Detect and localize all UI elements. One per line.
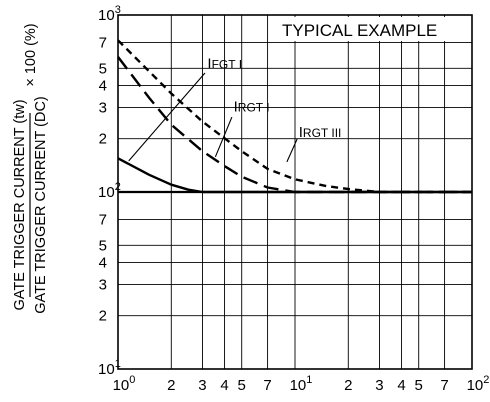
x-tick-label-11: 7 bbox=[440, 377, 448, 394]
x-tick-label-4: 5 bbox=[238, 377, 246, 394]
x-tick-label-2: 3 bbox=[198, 377, 206, 394]
y-tick-label-8: 3 bbox=[99, 100, 107, 117]
plot-frame bbox=[117, 14, 473, 370]
y-tick-label-7: 2 bbox=[99, 131, 107, 148]
series-label-2: IRGT III bbox=[299, 124, 342, 141]
series-leader-2 bbox=[286, 138, 298, 163]
x-tick-label-0: 100 bbox=[113, 374, 136, 394]
series-line-1 bbox=[117, 56, 472, 194]
x-tick-label-7: 2 bbox=[344, 377, 352, 394]
y-tick-label-2: 3 bbox=[99, 277, 107, 294]
x-tick-label-3: 4 bbox=[220, 377, 228, 394]
y-axis-label-multiplier: × 100 (%) bbox=[23, 23, 39, 86]
y-tick-label-9: 4 bbox=[99, 77, 107, 94]
y-tick-label-3: 4 bbox=[99, 254, 107, 271]
x-tick-label-6: 101 bbox=[290, 374, 313, 394]
y-tick-label-10: 5 bbox=[99, 60, 107, 77]
y-tick-label-1: 2 bbox=[99, 308, 107, 325]
series-leader-0 bbox=[128, 72, 206, 162]
y-tick-label-6: 102 bbox=[98, 181, 121, 201]
x-tick-label-8: 3 bbox=[375, 377, 383, 394]
y-axis-label-denominator: GATE TRIGGER CURRENT (DC) bbox=[33, 96, 49, 314]
y-tick-label-0: 101 bbox=[98, 358, 121, 378]
annotation-title: TYPICAL EXAMPLE bbox=[282, 21, 437, 40]
annotation-layer: TYPICAL EXAMPLE IFGT I IRGT I IRGT III bbox=[128, 17, 469, 163]
annotation-title-box bbox=[279, 17, 469, 41]
x-tick-label-5: 7 bbox=[263, 377, 271, 394]
series-label-0: IFGT I bbox=[207, 55, 242, 72]
series-label-1: IRGT I bbox=[234, 98, 270, 115]
x-tick-label-9: 4 bbox=[397, 377, 405, 394]
y-tick-label-11: 7 bbox=[99, 34, 107, 51]
frame-layer bbox=[117, 14, 473, 370]
y-tick-label-4: 5 bbox=[99, 237, 107, 254]
x-tick-label-10: 5 bbox=[415, 377, 423, 394]
series-line-0 bbox=[117, 157, 472, 194]
x-tick-label-1: 2 bbox=[167, 377, 175, 394]
y-axis-label-numerator: GATE TRIGGER CURRENT (tw) bbox=[12, 99, 28, 310]
series-layer bbox=[117, 39, 472, 194]
y-axis-label: GATE TRIGGER CURRENT (tw) GATE TRIGGER C… bbox=[12, 23, 49, 313]
series-line-2 bbox=[117, 39, 472, 194]
x-tick-label-12: 102 bbox=[467, 374, 490, 394]
series-leader-1 bbox=[214, 116, 233, 158]
y-tick-label-12: 103 bbox=[98, 4, 121, 24]
y-tick-label-5: 7 bbox=[99, 211, 107, 228]
